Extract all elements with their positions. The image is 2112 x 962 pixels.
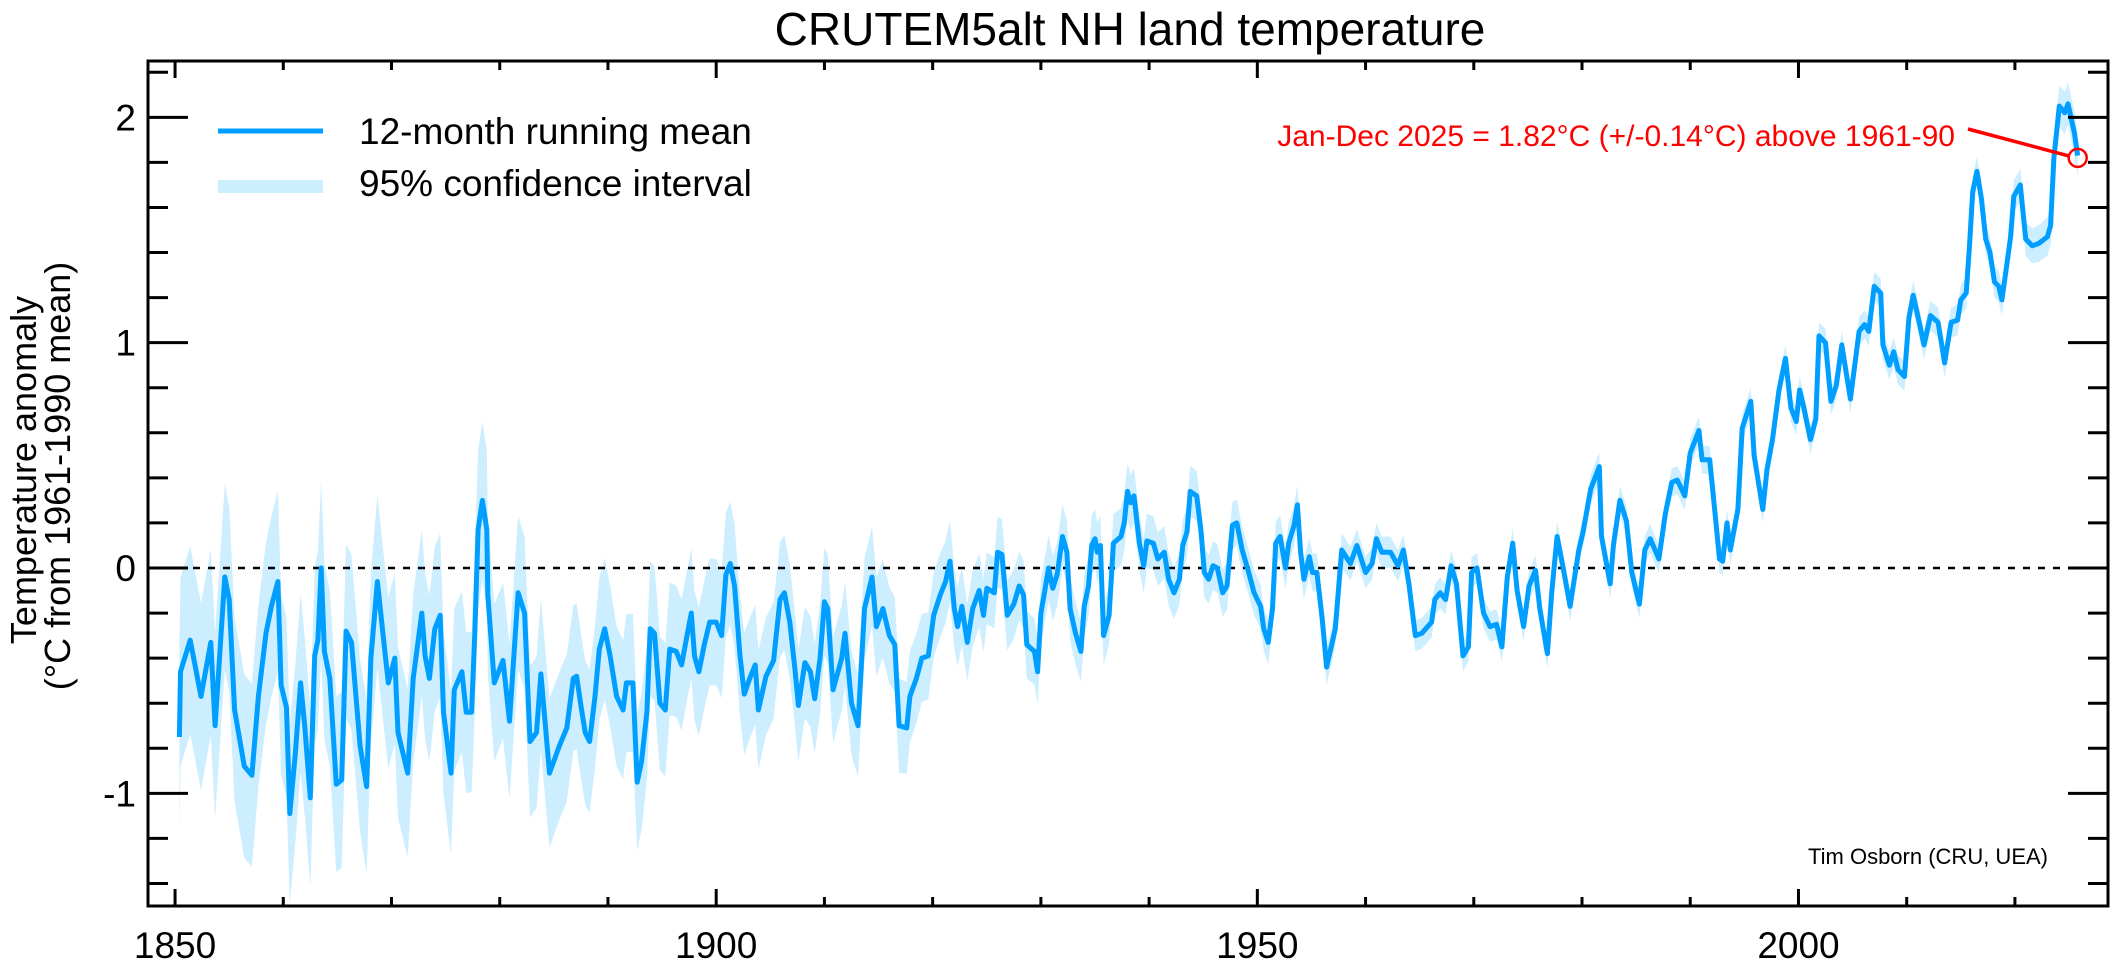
chart-title: CRUTEM5alt NH land temperature bbox=[775, 3, 1486, 55]
y-tick-label: 0 bbox=[115, 548, 136, 589]
axis-ticks bbox=[148, 61, 2108, 906]
plot-frame bbox=[146, 59, 2110, 908]
legend-band-swatch bbox=[218, 180, 323, 193]
running-mean-line bbox=[176, 101, 2081, 817]
legend-label-ci: 95% confidence interval bbox=[359, 163, 752, 204]
legend-label-mean: 12-month running mean bbox=[359, 111, 752, 152]
annotation-layer: Jan-Dec 2025 = 1.82°C (+/-0.14°C) above … bbox=[1277, 120, 2088, 169]
annotation-marker-circle bbox=[2067, 147, 2088, 169]
x-tick-label: 1950 bbox=[1216, 925, 1298, 962]
annotation-leader-line bbox=[1967, 127, 2070, 158]
y-tick-label: 2 bbox=[115, 97, 136, 138]
running-mean-layer bbox=[176, 101, 2081, 817]
x-tick-label: 1850 bbox=[134, 925, 216, 962]
x-tick-label: 2000 bbox=[1757, 925, 1839, 962]
y-axis-title-line-2: (°C from 1961-1990 mean) bbox=[37, 262, 78, 691]
y-tick-label: -1 bbox=[103, 773, 136, 814]
y-tick-label: 1 bbox=[115, 323, 136, 364]
legend: 12-month running mean 95% confidence int… bbox=[218, 111, 752, 204]
credit-text: Tim Osborn (CRU, UEA) bbox=[1808, 844, 2048, 869]
y-axis-title: Temperature anomaly (°C from 1961-1990 m… bbox=[3, 262, 78, 691]
y-axis-title-line-1: Temperature anomaly bbox=[3, 296, 44, 644]
annotation-label: Jan-Dec 2025 = 1.82°C (+/-0.14°C) above … bbox=[1277, 120, 1955, 153]
x-tick-label: 1900 bbox=[675, 925, 757, 962]
plot-area: Jan-Dec 2025 = 1.82°C (+/-0.14°C) above … bbox=[146, 59, 2110, 908]
